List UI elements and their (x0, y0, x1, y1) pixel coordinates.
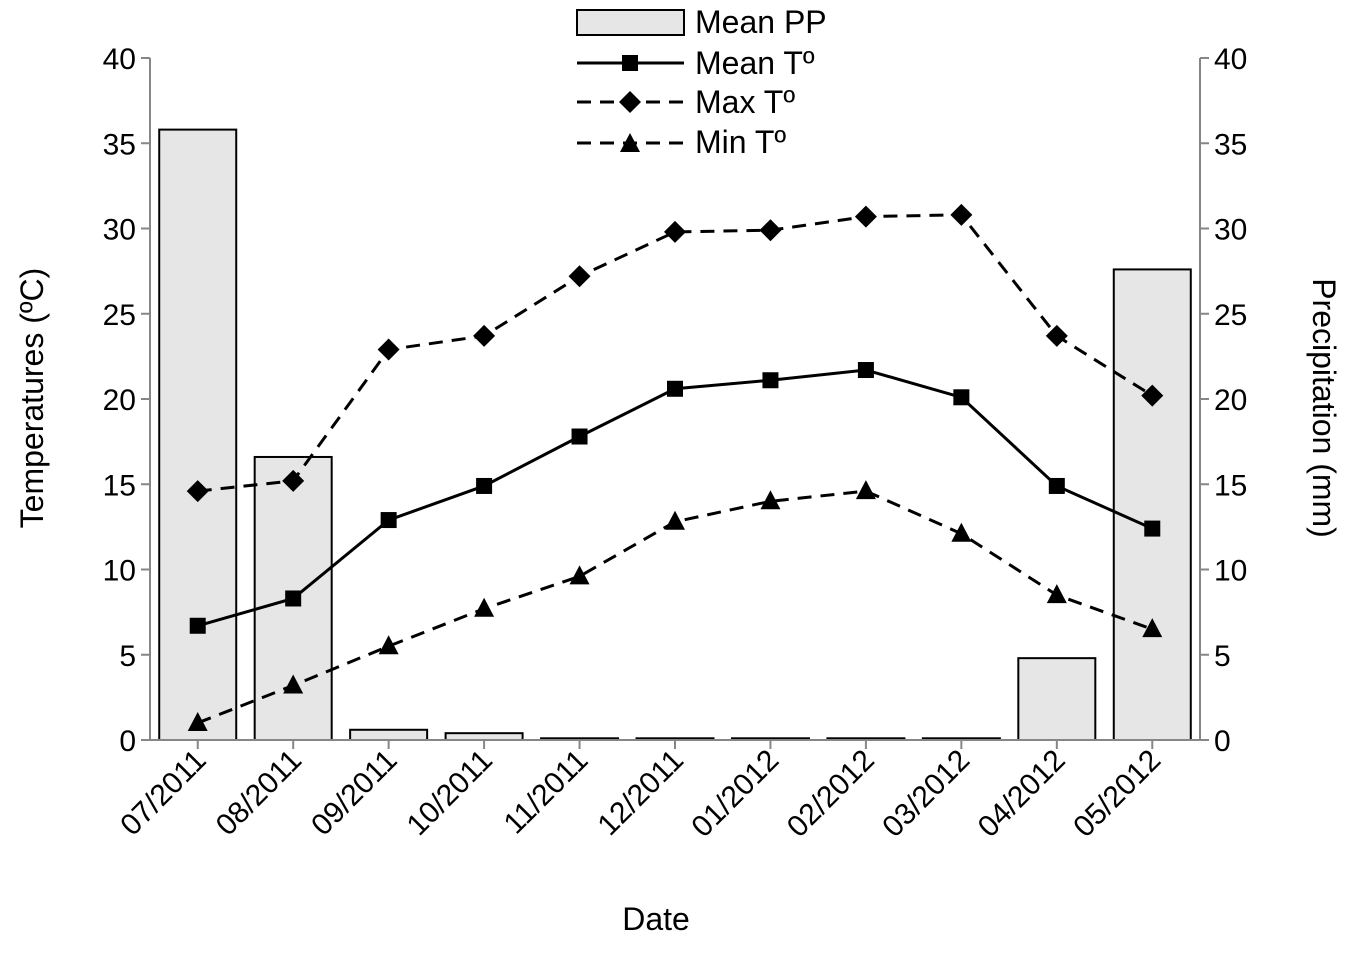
x-tick-label: 01/2012 (685, 744, 785, 844)
point-triangle (474, 597, 495, 617)
y2-tick-label: 30 (1214, 214, 1247, 247)
x-axis-title: Date (622, 901, 690, 937)
x-tick-label: 10/2011 (401, 744, 499, 842)
point-triangle (1046, 584, 1067, 604)
point-diamond (854, 205, 877, 228)
point-square (571, 428, 588, 445)
y-tick-label: 40 (103, 43, 136, 76)
point-square (953, 389, 970, 406)
y2-tick-label: 20 (1214, 384, 1247, 417)
point-diamond (568, 265, 591, 288)
x-tick-label: 11/2011 (498, 744, 595, 841)
point-triangle (855, 480, 876, 500)
y-tick-label: 0 (119, 725, 136, 758)
y-tick-label: 5 (119, 640, 136, 673)
legend: Mean PP Mean Tº Max Tº Min Tº (576, 4, 827, 160)
point-diamond (759, 219, 782, 242)
point-diamond (1045, 324, 1068, 347)
legend-label-mean-temp: Mean Tº (695, 45, 815, 81)
point-diamond (664, 220, 686, 243)
y-tick-label: 30 (103, 214, 136, 247)
y-tick-label: 20 (103, 384, 136, 417)
point-square (380, 512, 397, 529)
point-triangle (187, 711, 208, 731)
bar-precipitation (349, 728, 429, 742)
legend-marker-max-temp (619, 91, 641, 113)
y2-tick-label: 40 (1214, 43, 1247, 76)
point-diamond (282, 469, 305, 492)
point-triangle (283, 674, 304, 694)
y2-tick-label: 10 (1214, 555, 1247, 588)
bar-precipitation (1112, 268, 1192, 741)
point-square (762, 372, 779, 389)
point-square (667, 380, 683, 397)
point-triangle (760, 490, 781, 510)
point-diamond (1141, 384, 1164, 407)
point-triangle (1142, 618, 1163, 638)
y2-tick-label: 35 (1214, 128, 1247, 161)
y2-tick-label: 15 (1214, 469, 1247, 502)
x-tick-label: 07/2011 (114, 744, 212, 842)
point-square (1144, 520, 1161, 537)
y-axis-title: Temperatures (ºC) (14, 268, 50, 529)
point-square (285, 590, 302, 607)
point-diamond (377, 338, 400, 361)
point-diamond (950, 203, 973, 226)
x-tick-label: 05/2012 (1067, 744, 1167, 844)
temperature-lines (186, 203, 1164, 731)
point-triangle (951, 522, 972, 542)
bar-precipitation (158, 128, 238, 742)
x-tick-label: 12/2011 (592, 744, 690, 842)
point-square (189, 617, 206, 634)
point-diamond (473, 324, 496, 347)
legend-label-min-temp: Min Tº (695, 124, 786, 160)
chart-axes (141, 57, 1209, 749)
point-triangle (665, 510, 685, 530)
y2-tick-label: 5 (1214, 640, 1231, 673)
point-square (857, 362, 874, 379)
bar-precipitation (1017, 657, 1097, 741)
point-square (476, 477, 493, 494)
y2-tick-label: 0 (1214, 725, 1231, 758)
x-tick-label: 03/2012 (876, 744, 976, 844)
point-square (1048, 477, 1065, 494)
y-tick-label: 25 (103, 299, 136, 332)
y2-axis-title: Precipitation (mm) (1306, 278, 1342, 538)
x-tick-label: 04/2012 (972, 744, 1072, 844)
series-line-diamond (197, 213, 1154, 493)
series-line-square (197, 368, 1153, 628)
x-tick-label: 02/2012 (781, 744, 881, 844)
legend-marker-mean-temp (622, 55, 638, 71)
point-triangle (378, 635, 399, 655)
bar-precipitation (444, 732, 524, 741)
point-diamond (186, 480, 209, 503)
y-tick-label: 10 (103, 555, 136, 588)
legend-marker-min-temp (620, 133, 640, 152)
x-tick-label: 09/2011 (305, 744, 403, 842)
legend-label-mean-pp: Mean PP (695, 4, 827, 40)
legend-swatch-mean-pp (576, 9, 685, 36)
y2-tick-label: 25 (1214, 299, 1247, 332)
y-tick-label: 15 (103, 469, 136, 502)
y-tick-label: 35 (103, 128, 136, 161)
point-triangle (569, 565, 590, 585)
precipitation-bars (158, 128, 1192, 742)
legend-label-max-temp: Max Tº (695, 84, 795, 120)
x-tick-label: 08/2011 (210, 744, 308, 842)
